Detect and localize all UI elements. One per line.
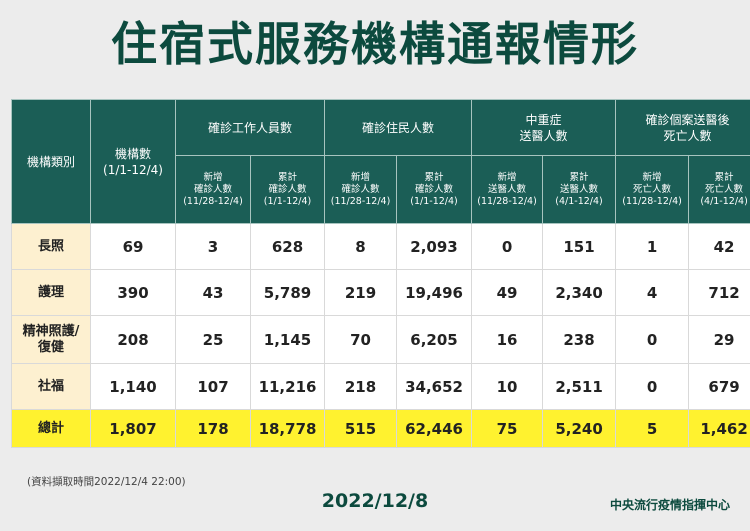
row-value: 25 bbox=[175, 315, 251, 364]
data-timestamp-note: (資料擷取時間2022/12/4 22:00) bbox=[27, 476, 186, 488]
report-table: 機構類別 機構數 (1/1-12/4) 確診工作人員數 確診住民人數 中重症 送… bbox=[11, 99, 750, 448]
row-value: 69 bbox=[90, 223, 176, 270]
row-value: 238 bbox=[542, 315, 617, 364]
row-value: 16 bbox=[471, 315, 544, 364]
table-row: 精神照護/ 復健 208 25 1,145 70 6,205 16 238 0 29 bbox=[11, 315, 750, 364]
table-row: 總計 1,807 178 18,778 515 62,446 75 5,240 5 1,462 bbox=[11, 409, 750, 448]
header-death-new: 新增 死亡人數 (11/28-12/4) bbox=[615, 155, 690, 224]
header-category: 機構類別 bbox=[11, 99, 91, 224]
row-value: 3 bbox=[175, 223, 251, 270]
table-body: 長照 69 3 628 8 2,093 0 151 1 42 護理 390 43 5,789 219 19,4… bbox=[11, 223, 750, 448]
row-value: 0 bbox=[615, 315, 690, 364]
row-value: 34,652 bbox=[396, 363, 473, 410]
row-value: 219 bbox=[324, 269, 398, 316]
header-group-residents: 確診住民人數 bbox=[324, 99, 473, 156]
header-group-severe: 中重症 送醫人數 bbox=[471, 99, 617, 156]
row-value: 2,340 bbox=[542, 269, 617, 316]
row-value: 8 bbox=[324, 223, 398, 270]
header-sev-new: 新增 送醫人數 (11/28-12/4) bbox=[471, 155, 544, 224]
header-staff-cum: 累計 確診人數 (1/1-12/4) bbox=[249, 155, 326, 224]
row-category: 總計 bbox=[11, 409, 91, 448]
row-value: 5 bbox=[615, 409, 690, 448]
row-value: 19,496 bbox=[396, 269, 473, 316]
row-value: 6,205 bbox=[396, 315, 473, 364]
report-date: 2022/12/8 bbox=[321, 490, 429, 512]
row-value: 218 bbox=[324, 363, 398, 410]
header-count-range: (1/1-12/4) bbox=[103, 162, 163, 177]
row-value: 5,240 bbox=[542, 409, 617, 448]
row-value: 712 bbox=[688, 269, 750, 316]
row-category: 精神照護/ 復健 bbox=[11, 315, 91, 364]
row-value: 5,789 bbox=[249, 269, 326, 316]
header-staff-new: 新增 確診人數 (11/28-12/4) bbox=[175, 155, 251, 224]
row-value: 62,446 bbox=[396, 409, 473, 448]
row-value: 42 bbox=[688, 223, 750, 270]
header-group-staff: 確診工作人員數 bbox=[174, 99, 326, 156]
header-death-cum: 累計 死亡人數 (4/1-12/4) bbox=[688, 155, 750, 224]
row-value: 11,216 bbox=[249, 363, 326, 410]
row-value: 1,807 bbox=[90, 409, 176, 448]
row-value: 1 bbox=[615, 223, 690, 270]
table-row: 護理 390 43 5,789 219 19,496 49 2,340 4 712 bbox=[11, 269, 750, 316]
header-res-cum: 累計 確診人數 (1/1-12/4) bbox=[396, 155, 473, 224]
row-category: 社福 bbox=[11, 363, 91, 410]
row-value: 4 bbox=[615, 269, 690, 316]
row-value: 75 bbox=[471, 409, 544, 448]
row-value: 18,778 bbox=[249, 409, 326, 448]
row-value: 1,462 bbox=[688, 409, 750, 448]
row-value: 151 bbox=[542, 223, 617, 270]
row-value: 679 bbox=[688, 363, 750, 410]
header-sev-cum: 累計 送醫人數 (4/1-12/4) bbox=[542, 155, 617, 224]
row-value: 1,140 bbox=[90, 363, 176, 410]
row-value: 70 bbox=[324, 315, 398, 364]
header-count-label: 機構數 bbox=[114, 146, 151, 161]
row-value: 1,145 bbox=[249, 315, 326, 364]
table-row: 長照 69 3 628 8 2,093 0 151 1 42 bbox=[11, 223, 750, 270]
row-category: 護理 bbox=[11, 269, 91, 316]
row-value: 29 bbox=[688, 315, 750, 364]
row-value: 628 bbox=[249, 223, 326, 270]
table-row: 社福 1,140 107 11,216 218 34,652 10 2,511 0 679 bbox=[11, 363, 750, 410]
row-value: 2,093 bbox=[396, 223, 473, 270]
row-value: 178 bbox=[175, 409, 251, 448]
row-value: 390 bbox=[90, 269, 176, 316]
row-value: 0 bbox=[471, 223, 544, 270]
row-value: 107 bbox=[175, 363, 251, 410]
row-value: 2,511 bbox=[542, 363, 617, 410]
row-value: 10 bbox=[471, 363, 544, 410]
row-value: 0 bbox=[615, 363, 690, 410]
row-value: 208 bbox=[90, 315, 176, 364]
row-value: 43 bbox=[175, 269, 251, 316]
header-count: 機構數 (1/1-12/4) bbox=[90, 99, 176, 224]
page-title: 住宿式服務機構通報情形 bbox=[111, 17, 639, 71]
header-group-deaths: 確診個案送醫後 死亡人數 bbox=[615, 99, 750, 156]
row-value: 515 bbox=[324, 409, 398, 448]
organization-name: 中央流行疫情指揮中心 bbox=[609, 498, 730, 512]
row-category: 長照 bbox=[11, 223, 91, 270]
row-value: 49 bbox=[471, 269, 544, 316]
header-res-new: 新增 確診人數 (11/28-12/4) bbox=[324, 155, 398, 224]
